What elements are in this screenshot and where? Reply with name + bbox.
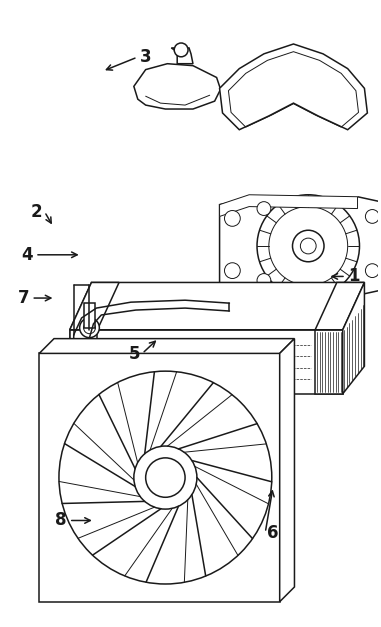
Circle shape — [365, 209, 379, 223]
Polygon shape — [315, 282, 364, 330]
Polygon shape — [171, 48, 193, 64]
Text: 8: 8 — [55, 512, 67, 529]
Polygon shape — [280, 339, 295, 602]
Circle shape — [257, 273, 271, 287]
Circle shape — [224, 263, 240, 278]
Polygon shape — [219, 195, 357, 216]
Polygon shape — [134, 64, 221, 109]
Text: 2: 2 — [31, 203, 42, 221]
Polygon shape — [39, 339, 295, 354]
Polygon shape — [70, 282, 364, 330]
Polygon shape — [70, 330, 98, 394]
Circle shape — [257, 195, 360, 297]
Circle shape — [365, 264, 379, 278]
Polygon shape — [70, 330, 343, 394]
Circle shape — [224, 211, 240, 226]
Text: 7: 7 — [18, 289, 29, 307]
Text: 5: 5 — [128, 345, 140, 362]
Polygon shape — [39, 354, 280, 602]
Polygon shape — [83, 303, 95, 328]
Circle shape — [146, 458, 185, 497]
Polygon shape — [315, 330, 343, 394]
Circle shape — [80, 318, 99, 338]
Circle shape — [293, 230, 324, 261]
Circle shape — [134, 446, 197, 509]
Polygon shape — [219, 44, 367, 130]
Polygon shape — [219, 199, 283, 293]
Circle shape — [257, 202, 271, 216]
Text: 1: 1 — [348, 268, 360, 285]
Text: 3: 3 — [139, 48, 151, 66]
Polygon shape — [70, 282, 119, 330]
Text: 6: 6 — [267, 524, 279, 542]
Text: 4: 4 — [21, 246, 33, 264]
Circle shape — [174, 43, 188, 57]
Circle shape — [59, 371, 272, 584]
Polygon shape — [343, 282, 364, 394]
